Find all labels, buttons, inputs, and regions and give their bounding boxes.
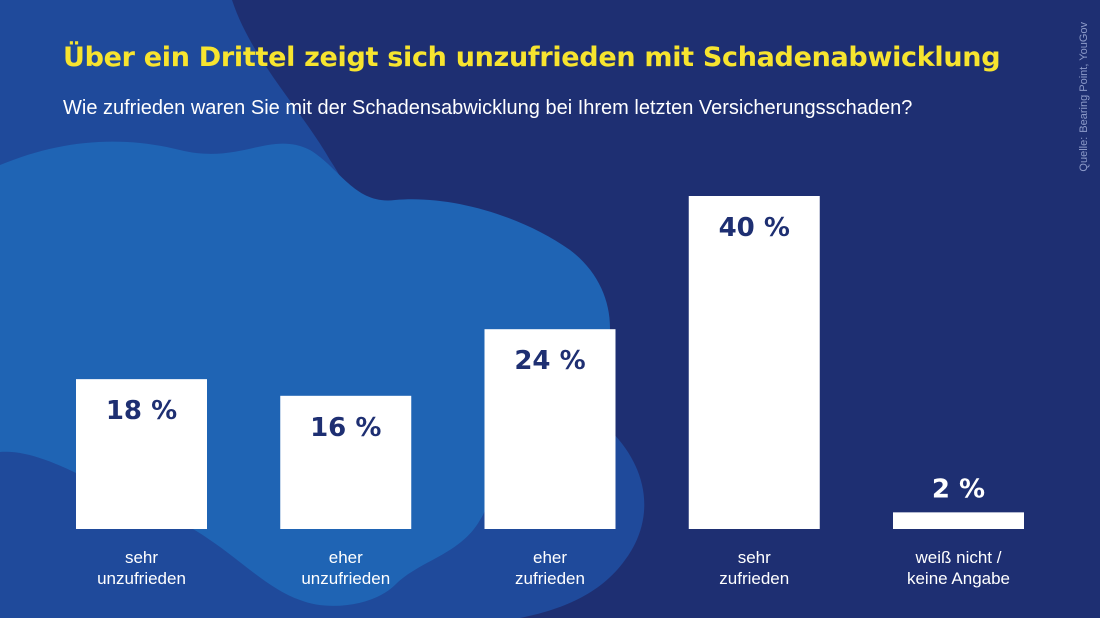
bar-value-label: 18 % (106, 396, 177, 426)
bar-value-label: 2 % (932, 474, 985, 504)
category-label-line: unzufrieden (301, 569, 390, 588)
bar (76, 379, 207, 529)
chart-subtitle: Wie zufrieden waren Sie mit der Schadens… (63, 97, 913, 119)
category-label-line: unzufrieden (97, 569, 186, 588)
category-label: eher unzufrieden (301, 548, 390, 588)
category-label-line: keine Angabe (907, 569, 1010, 588)
chart-title: Über ein Drittel zeigt sich unzufrieden … (63, 42, 1001, 73)
category-label-line: sehr (125, 548, 158, 567)
bar-value-label: 24 % (514, 346, 585, 376)
category-label-line: zufrieden (515, 569, 585, 588)
source-note: Quelle: Bearing Point, YouGov (1078, 22, 1090, 172)
category-label: sehr zufrieden (719, 548, 789, 588)
bar-value-label: 40 % (719, 213, 790, 243)
category-label-line: eher (329, 548, 363, 567)
category-label: weiß nicht / keine Angabe (907, 548, 1010, 588)
bar (893, 512, 1024, 529)
bar (688, 196, 820, 529)
source-text: Bearing Point, YouGov (1078, 22, 1090, 133)
source-label: Quelle: (1078, 136, 1090, 172)
bar (280, 395, 412, 529)
category-label-line: weiß nicht / (915, 548, 1002, 567)
category-label-line: sehr (738, 548, 771, 567)
category-label: eher zufrieden (515, 548, 585, 588)
bar-value-label: 16 % (310, 413, 381, 443)
category-label: sehr unzufrieden (97, 548, 186, 588)
category-label-line: eher (533, 548, 567, 567)
category-label-line: zufrieden (719, 569, 789, 588)
bar (484, 329, 616, 529)
